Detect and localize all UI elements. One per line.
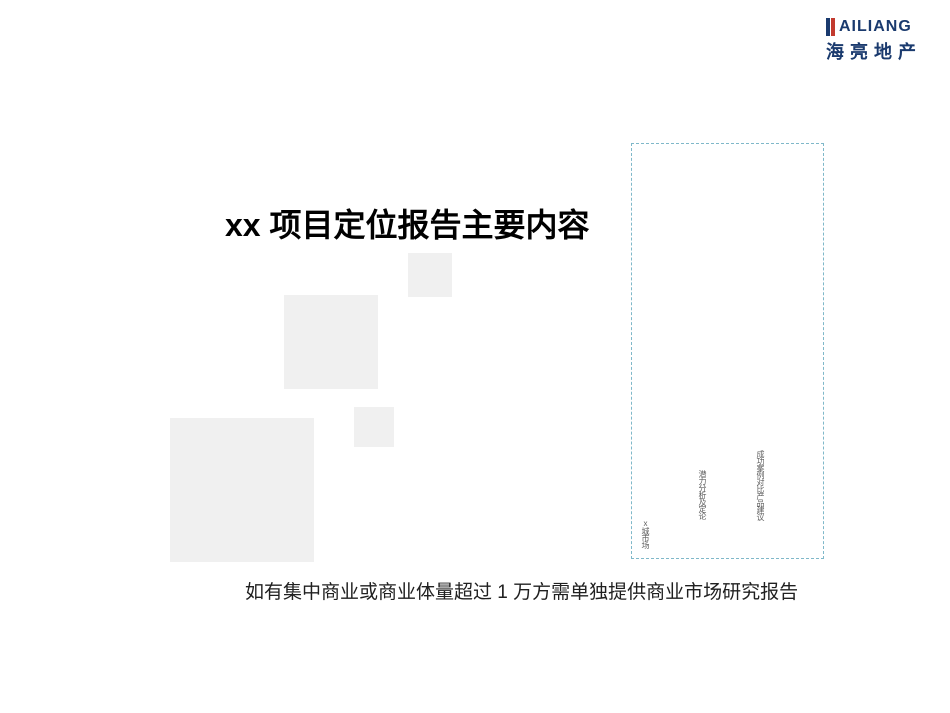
vertical-label: 潜力分析及定论 <box>697 470 708 519</box>
logo-mark: AILIANG <box>826 18 922 36</box>
decorative-square <box>408 253 452 297</box>
decorative-square <box>284 295 378 389</box>
decorative-square <box>170 418 314 562</box>
vertical-label: 成功案例对比产品建议 <box>755 450 766 520</box>
logo-text-english: AILIANG <box>839 18 912 36</box>
logo-text-chinese: 海亮地产 <box>826 38 922 64</box>
dashed-placeholder-box <box>631 143 824 559</box>
slide-subtitle: 如有集中商业或商业体量超过 1 万方需单独提供商业市场研究报告 <box>245 577 798 604</box>
logo-bar-navy <box>826 18 830 36</box>
vertical-label: x城市场 <box>640 519 651 548</box>
decorative-square <box>354 407 394 447</box>
brand-logo: AILIANG 海亮地产 <box>826 18 922 64</box>
slide-title: xx 项目定位报告主要内容 <box>225 200 590 246</box>
logo-bar-red <box>831 18 835 36</box>
